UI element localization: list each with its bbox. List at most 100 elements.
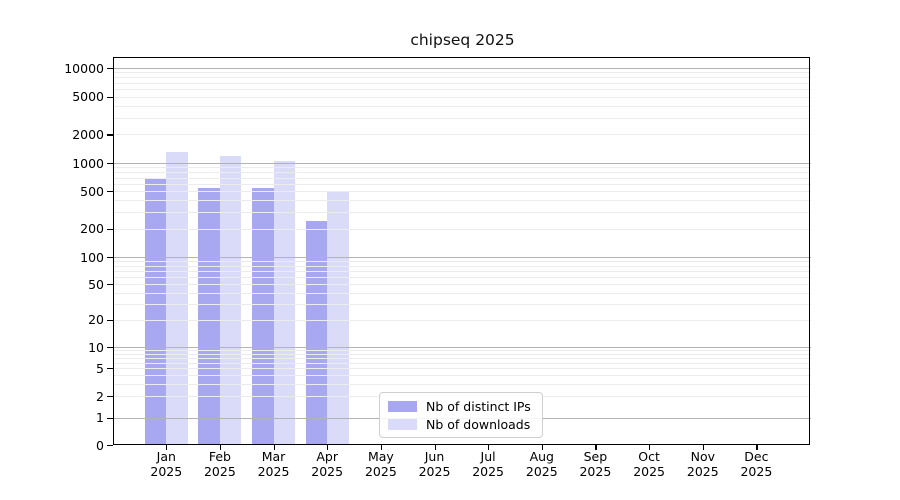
legend-swatch-distinct-ips: [388, 401, 417, 413]
major-gridline-10000: [114, 68, 811, 69]
x-tick-mar: [273, 445, 275, 450]
bar-downloads-jan: [166, 152, 188, 444]
minor-gridline-4000: [114, 105, 811, 107]
x-tick-jun: [434, 445, 436, 450]
bar-downloads-mar: [273, 161, 295, 444]
x-tick-label-mar: Mar 2025: [257, 449, 290, 479]
x-tick-jul: [488, 445, 490, 450]
y-tick-1: [107, 417, 113, 419]
legend-item-distinct-ips: Nb of distinct IPs: [388, 398, 534, 416]
minor-gridline-70: [114, 270, 811, 272]
y-tick-100: [107, 257, 113, 259]
legend-label-distinct-ips: Nb of distinct IPs: [426, 399, 531, 415]
y-tick-label-50: 50: [88, 276, 104, 292]
y-tick-label-10000: 10000: [64, 60, 104, 76]
y-tick-label-20: 20: [88, 312, 104, 328]
minor-gridline-20: [114, 319, 811, 321]
minor-gridline-3000: [114, 117, 811, 119]
x-tick-sep: [595, 445, 597, 450]
chart-title: chipseq 2025: [410, 31, 515, 49]
y-tick-10000: [107, 68, 113, 70]
minor-gridline-700: [114, 177, 811, 179]
y-tick-0: [107, 445, 113, 447]
y-tick-label-5: 5: [96, 360, 104, 376]
minor-gridline-90: [114, 261, 811, 263]
x-tick-label-nov: Nov 2025: [686, 449, 719, 479]
x-tick-jan: [166, 445, 168, 450]
x-tick-label-may: May 2025: [364, 449, 397, 479]
y-tick-2000: [107, 134, 113, 136]
y-tick-label-200: 200: [80, 221, 104, 237]
minor-gridline-7: [114, 357, 811, 359]
y-tick-500: [107, 191, 113, 193]
bar-downloads-apr: [327, 191, 349, 444]
minor-gridline-4: [114, 375, 811, 377]
y-tick-5: [107, 368, 113, 370]
x-tick-label-jul: Jul 2025: [472, 449, 504, 479]
minor-gridline-900: [114, 167, 811, 169]
bar-distinct-ips-apr: [305, 221, 328, 444]
major-gridline-10: [114, 347, 811, 348]
minor-gridline-800: [114, 172, 811, 174]
y-tick-10: [107, 347, 113, 349]
minor-gridline-400: [114, 200, 811, 202]
minor-gridline-60: [114, 277, 811, 278]
x-tick-label-sep: Sep 2025: [579, 449, 612, 479]
major-gridline-1000: [114, 163, 811, 164]
x-tick-label-dec: Dec 2025: [740, 449, 773, 479]
minor-gridline-8: [114, 353, 811, 355]
minor-gridline-30: [114, 304, 811, 306]
y-tick-20: [107, 319, 113, 322]
x-tick-apr: [327, 445, 329, 450]
y-tick-200: [107, 228, 113, 230]
y-tick-2: [107, 396, 113, 398]
y-tick-label-500: 500: [80, 183, 104, 199]
x-tick-label-oct: Oct 2025: [633, 449, 665, 479]
x-tick-label-apr: Apr 2025: [311, 449, 344, 479]
minor-gridline-8000: [114, 77, 811, 79]
legend-item-downloads: Nb of downloads: [388, 416, 534, 434]
minor-gridline-600: [114, 183, 811, 185]
y-tick-label-5000: 5000: [72, 89, 104, 105]
x-tick-label-feb: Feb 2025: [203, 449, 236, 479]
x-tick-nov: [702, 445, 704, 450]
y-tick-label-1: 1: [96, 410, 104, 425]
minor-gridline-9: [114, 350, 811, 352]
y-tick-label-10: 10: [88, 339, 104, 355]
minor-gridline-7000: [114, 82, 811, 84]
minor-gridline-5: [114, 368, 811, 370]
bar-distinct-ips-mar: [252, 188, 274, 444]
x-tick-dec: [756, 445, 758, 450]
y-tick-label-2: 2: [96, 388, 104, 404]
minor-gridline-500: [114, 191, 811, 193]
minor-gridline-200: [114, 228, 811, 230]
legend-swatch-downloads: [388, 418, 417, 430]
y-tick-label-0: 0: [96, 437, 104, 453]
minor-gridline-40: [114, 292, 811, 294]
y-tick-label-100: 100: [80, 249, 104, 265]
y-tick-5000: [107, 96, 113, 98]
x-tick-oct: [649, 445, 651, 450]
legend-label-downloads: Nb of downloads: [426, 416, 531, 432]
x-tick-aug: [541, 445, 543, 450]
legend: Nb of distinct IPs Nb of downloads: [379, 392, 543, 438]
minor-gridline-6: [114, 362, 811, 364]
minor-gridline-50: [114, 284, 811, 286]
minor-gridline-300: [114, 212, 811, 214]
bar-downloads-feb: [219, 155, 242, 444]
bar-distinct-ips-feb: [198, 188, 220, 444]
minor-gridline-5000: [114, 96, 811, 98]
y-tick-50: [107, 284, 113, 286]
minor-gridline-6000: [114, 89, 811, 91]
x-tick-may: [380, 445, 383, 450]
minor-gridline-3: [114, 383, 811, 385]
x-tick-feb: [219, 445, 222, 450]
y-tick-label-1000: 1000: [72, 155, 104, 171]
bar-distinct-ips-jan: [144, 177, 167, 444]
major-gridline-100: [114, 257, 811, 258]
y-tick-1000: [107, 163, 113, 165]
minor-gridline-9000: [114, 72, 811, 74]
x-tick-label-jun: Jun 2025: [418, 449, 451, 479]
minor-gridline-2000: [114, 134, 811, 136]
